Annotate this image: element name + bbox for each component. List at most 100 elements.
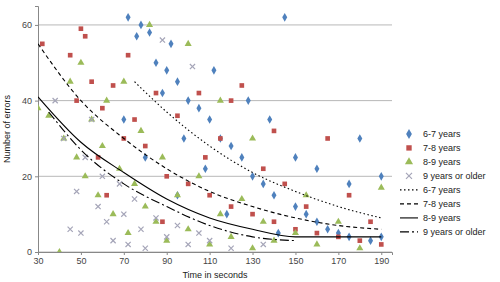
point bbox=[121, 212, 126, 217]
point bbox=[174, 191, 181, 197]
legend-swatch bbox=[400, 189, 418, 190]
tick-mark bbox=[295, 252, 296, 255]
legend-item: 9 years or older bbox=[406, 171, 486, 181]
tick-mark bbox=[210, 252, 211, 255]
point bbox=[224, 210, 229, 219]
point bbox=[143, 144, 148, 149]
point bbox=[246, 96, 251, 105]
tick: 150 bbox=[288, 252, 303, 266]
tick-mark bbox=[124, 252, 125, 255]
legend-label: 6-7 years bbox=[423, 185, 461, 195]
grid-line bbox=[38, 24, 392, 25]
point bbox=[138, 227, 143, 232]
tick-mark bbox=[35, 25, 38, 26]
point bbox=[138, 21, 143, 30]
point bbox=[218, 134, 223, 143]
tick: 90 bbox=[162, 252, 172, 266]
x-axis: 30 50 70 90 110 130 150 170 190 bbox=[33, 252, 392, 266]
tick: 110 bbox=[203, 252, 217, 266]
point bbox=[229, 204, 234, 209]
legend-swatch bbox=[406, 145, 411, 150]
point bbox=[238, 195, 245, 201]
series-points bbox=[38, 21, 385, 252]
point bbox=[153, 215, 158, 220]
x-axis-title: Time in seconds bbox=[182, 270, 248, 280]
point bbox=[88, 115, 95, 121]
point bbox=[159, 153, 166, 159]
point bbox=[261, 180, 266, 189]
point bbox=[142, 203, 149, 209]
point bbox=[304, 204, 309, 209]
tick-label: 50 bbox=[76, 256, 86, 266]
point bbox=[60, 134, 67, 140]
legend-item: 6-7 years bbox=[400, 185, 461, 195]
point bbox=[104, 219, 109, 224]
point bbox=[211, 66, 216, 75]
point bbox=[292, 229, 299, 235]
tick-label: 20 bbox=[22, 172, 32, 182]
point bbox=[203, 155, 208, 160]
point bbox=[160, 219, 165, 224]
point bbox=[67, 78, 74, 84]
point bbox=[267, 115, 272, 124]
point bbox=[228, 246, 233, 251]
trend-line bbox=[38, 44, 381, 229]
point bbox=[83, 34, 88, 39]
point bbox=[61, 136, 66, 141]
point bbox=[228, 233, 235, 239]
tick: 70 bbox=[119, 252, 129, 266]
point bbox=[82, 172, 89, 178]
tick-label: 0 bbox=[27, 247, 32, 257]
point bbox=[56, 248, 63, 252]
tick-label: 190 bbox=[374, 256, 389, 266]
trend-line bbox=[135, 82, 382, 218]
point bbox=[207, 193, 212, 198]
legend-swatch bbox=[406, 173, 412, 179]
tick: 40 bbox=[22, 96, 38, 106]
point bbox=[164, 174, 169, 179]
chart: 305070901101301501701900204060Time in se… bbox=[0, 0, 500, 282]
series-points bbox=[53, 37, 266, 250]
point bbox=[335, 218, 342, 224]
tick-mark bbox=[167, 252, 168, 255]
point bbox=[325, 136, 330, 141]
point bbox=[74, 189, 79, 194]
point bbox=[260, 218, 267, 224]
point bbox=[143, 246, 148, 251]
point bbox=[77, 59, 84, 65]
point bbox=[313, 240, 320, 246]
point bbox=[175, 113, 180, 118]
tick-label: 150 bbox=[288, 256, 303, 266]
point bbox=[239, 83, 244, 88]
legend-swatch bbox=[400, 231, 418, 232]
point bbox=[217, 210, 224, 216]
tick: 30 bbox=[33, 252, 43, 266]
legend-item: 7-8 years bbox=[400, 199, 461, 209]
point bbox=[347, 180, 352, 189]
tick: 170 bbox=[331, 252, 346, 266]
y-axis-title: Number of errors bbox=[2, 94, 12, 163]
point bbox=[154, 91, 159, 96]
point bbox=[154, 58, 159, 67]
legend-label: 7-8 years bbox=[423, 143, 461, 153]
point bbox=[79, 26, 84, 31]
tick-label: 70 bbox=[119, 256, 129, 266]
tick-label: 130 bbox=[246, 256, 261, 266]
point bbox=[110, 210, 117, 216]
point bbox=[186, 182, 191, 187]
tick-label: 40 bbox=[22, 96, 32, 106]
point bbox=[104, 193, 109, 198]
tick-label: 170 bbox=[331, 256, 346, 266]
tick-label: 110 bbox=[203, 256, 217, 266]
legend: 6-7 years 7-8 years 8-9 years 9 years or ol… bbox=[400, 129, 486, 237]
point bbox=[379, 172, 384, 181]
marks bbox=[38, 13, 385, 252]
point bbox=[38, 104, 42, 110]
point bbox=[276, 229, 281, 238]
series-points bbox=[121, 13, 383, 245]
legend-item: 8-9 years bbox=[400, 213, 461, 223]
point bbox=[282, 182, 287, 187]
legend-label: 8-9 years bbox=[423, 213, 461, 223]
point bbox=[110, 238, 115, 243]
tick-label: 90 bbox=[162, 256, 172, 266]
